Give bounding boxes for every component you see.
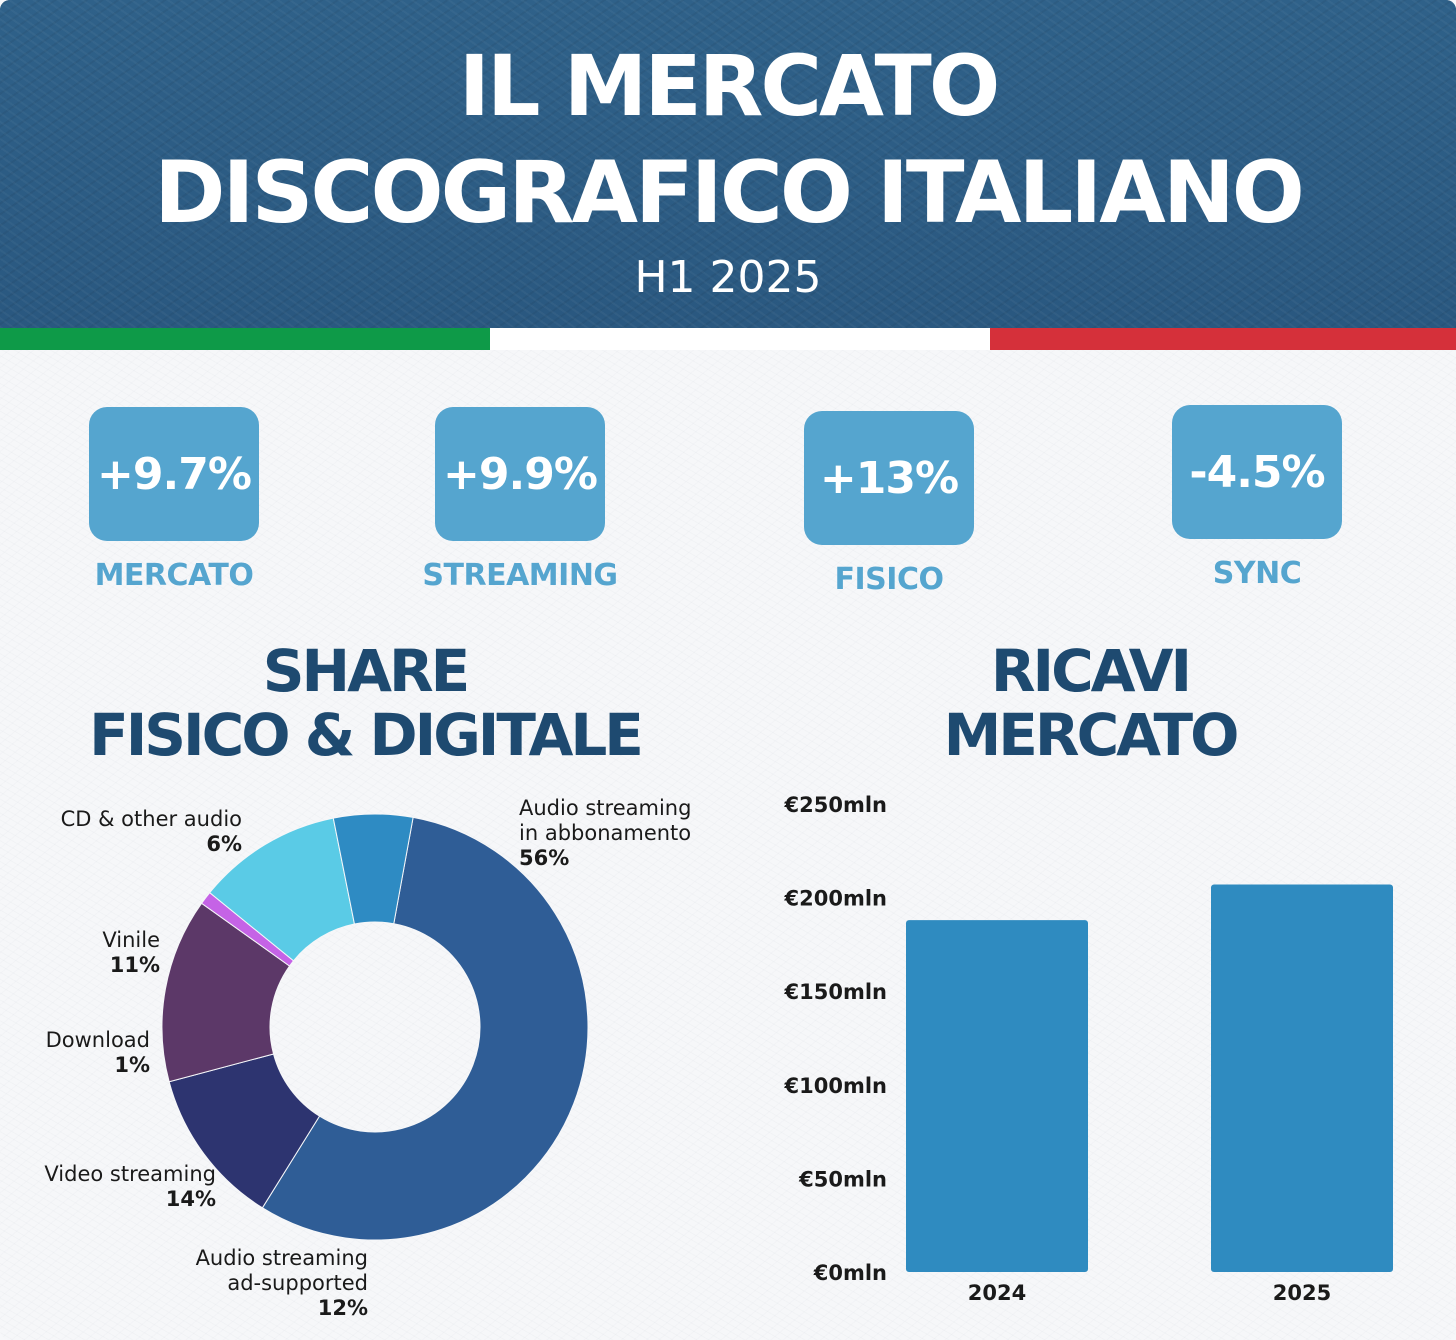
y-tick-label: €200mln	[784, 887, 887, 911]
bar-2025	[1211, 884, 1393, 1272]
pie-label-name: Download	[45, 1028, 150, 1052]
kpi-fisico-value: +13%	[804, 411, 974, 545]
flag-stripe-white	[490, 328, 990, 350]
kpi-mercato-label: MERCATO	[94, 558, 254, 593]
header-banner: IL MERCATO DISCOGRAFICO ITALIANO H1 2025	[0, 0, 1456, 328]
kpi-sync-value: -4.5%	[1172, 405, 1342, 539]
share-title-line-1: SHARE	[262, 637, 470, 705]
pie-label-audio-ad-supported: Audio streaming ad-supported 12%	[140, 1246, 368, 1321]
pie-label-cd: CD & other audio 6%	[20, 807, 242, 857]
kpi-fisico-label: FISICO	[834, 562, 944, 597]
kpi-streaming-label: STREAMING	[422, 558, 618, 593]
pie-label-name: CD & other audio	[60, 807, 242, 831]
subtitle: H1 2025	[634, 252, 822, 303]
pie-label-video-streaming: Video streaming 14%	[10, 1162, 216, 1212]
title-line-2: DISCOGRAFICO ITALIANO	[154, 143, 1305, 243]
donut-slice-audio-subscription	[261, 816, 589, 1241]
y-tick-label: €0mln	[813, 1261, 887, 1285]
pie-label-name: Audio streaming	[195, 1246, 368, 1270]
pie-label-name: Audio streaming	[519, 796, 692, 820]
donut-slice-video-streaming	[161, 902, 291, 1083]
y-tick-label: €100mln	[784, 1074, 887, 1098]
kpi-mercato-value: +9.7%	[89, 407, 259, 541]
pie-label-name: in abbonamento	[519, 821, 692, 845]
pie-label-pct: 6%	[206, 832, 242, 856]
y-tick-label: €50mln	[798, 1167, 887, 1191]
share-title-line-2: FISICO & DIGITALE	[89, 701, 644, 769]
flag-stripe-red	[990, 328, 1456, 350]
pie-label-vinile: Vinile 11%	[40, 928, 160, 978]
flag-stripe-green	[0, 328, 490, 350]
pie-label-name: ad-supported	[227, 1271, 368, 1295]
x-tick-label: 2025	[1273, 1281, 1331, 1305]
kpi-streaming-value: +9.9%	[435, 407, 605, 541]
y-tick-label: €250mln	[784, 793, 887, 817]
pie-label-download: Download 1%	[10, 1028, 150, 1078]
revenue-title-line-2: MERCATO	[943, 701, 1240, 769]
x-tick-label: 2024	[968, 1281, 1026, 1305]
bar-2024	[906, 920, 1088, 1272]
pie-label-pct: 11%	[109, 953, 160, 977]
pie-label-pct: 1%	[114, 1053, 150, 1077]
title-line-1: IL MERCATO	[458, 37, 1001, 135]
pie-label-pct: 12%	[317, 1296, 368, 1320]
pie-label-audio-subscription: Audio streaming in abbonamento 56%	[519, 796, 691, 871]
pie-label-name: Vinile	[102, 928, 160, 952]
pie-label-pct: 14%	[165, 1187, 216, 1211]
y-tick-label: €150mln	[784, 980, 887, 1004]
kpi-sync-label: SYNC	[1212, 556, 1302, 591]
revenue-title-line-1: RICAVI	[990, 637, 1192, 705]
donut-slice-cd-other-audio	[332, 813, 414, 925]
pie-label-pct: 56%	[519, 846, 570, 870]
pie-label-name: Video streaming	[44, 1162, 216, 1186]
